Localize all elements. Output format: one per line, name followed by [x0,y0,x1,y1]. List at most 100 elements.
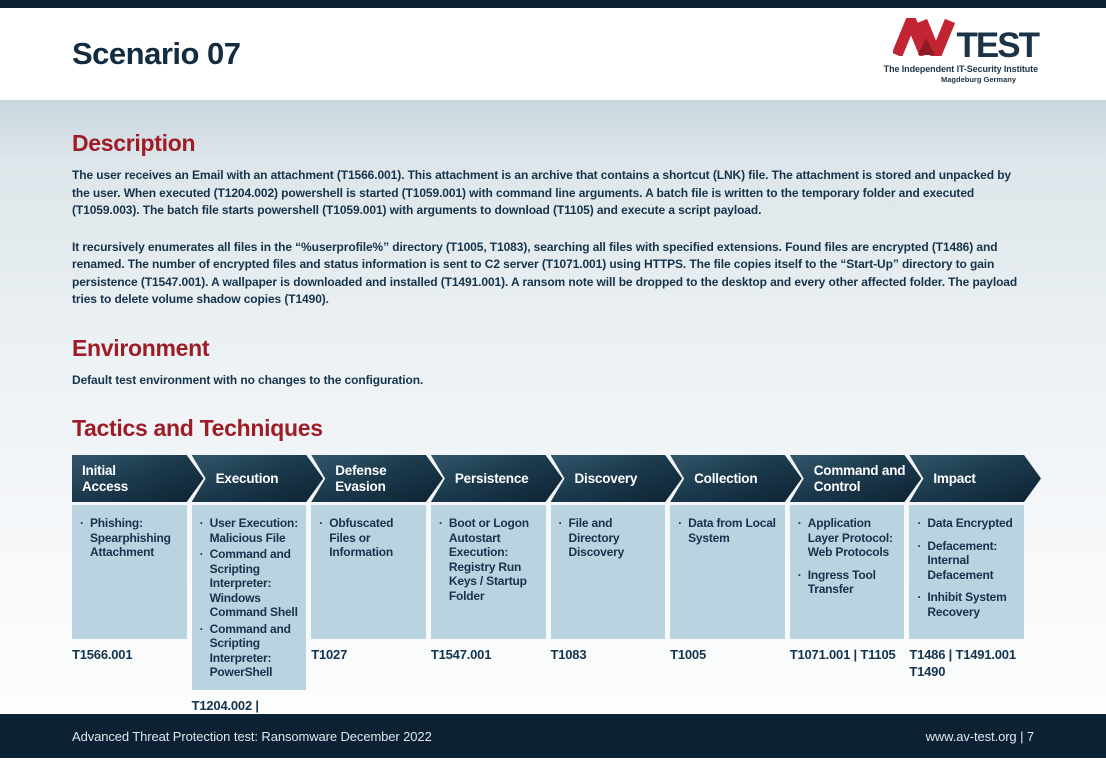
technique-item: · Application Layer Protocol: Web Protoc… [798,516,899,560]
logo-city: Magdeburg Germany [940,75,1016,84]
technique-id-line: T1547.001 [430,647,492,662]
logo-tagline: The Independent IT-Security Institute [883,64,1038,74]
matrix-column-execution: Execution · User Execution: Malicious Fi… [191,455,307,747]
technique-item: · File and Directory Discovery [559,516,660,560]
description-heading: Description [72,130,196,156]
attack-matrix: Initial Access · Phishing: Spearphishing… [72,455,1024,747]
technique-label: File and Directory Discovery [568,516,625,559]
matrix-column-initial-access: Initial Access · Phishing: Spearphishing… [72,455,187,747]
avtest-logo: TEST The Independent IT-Security Institu… [882,6,1040,84]
technique-item: · Obfuscated Files or Information [319,516,420,560]
matrix-column-impact: Impact · Data Encrypted · Defacement: In… [909,455,1024,747]
bullet-icon: · [319,516,324,530]
technique-label: Command and Scripting Interpreter: Windo… [209,547,298,619]
technique-label: Boot or Logon Autostart Execution: Regis… [448,516,529,603]
page-title: Scenario 07 [72,36,241,71]
technique-id-line: T1490 [909,663,946,679]
technique-item: · Command and Scripting Interpreter: Win… [200,547,301,620]
tactic-header-impact: Impact [909,455,1041,502]
technique-id-line: T1566.001 [72,647,133,662]
technique-label: Inhibit System Recovery [927,590,1007,619]
technique-ids: T1486 | T1491.001 T1490 [909,647,1024,680]
technique-label: Data from Local System [688,516,776,545]
technique-cell: · Phishing: Spearphishing Attachment [72,505,187,639]
technique-cell: · User Execution: Malicious File · Comma… [191,505,307,690]
technique-item: · Data from Local System [678,516,779,545]
tactic-label: Execution [215,470,279,486]
logo-row: TEST [882,6,1040,70]
bullet-icon: · [80,516,84,530]
bullet-icon: · [558,516,563,530]
technique-item: · User Execution: Malicious File [200,516,301,545]
content-band: Description The user receives an Email w… [0,100,1106,746]
environment-text: Default test environment with no changes… [72,372,424,387]
tactic-label: Impact [933,470,976,486]
technique-label: Ingress Tool Transfer [807,567,876,597]
tactic-header-defense-evasion: Defense Evasion [311,455,443,502]
technique-id-line: T1027 [311,647,348,662]
bullet-icon: · [199,516,204,530]
technique-id-line: T1005 [670,647,706,662]
logo-test-text: TEST [956,26,1040,66]
technique-label: Phishing: Spearphishing Attachment [90,516,171,559]
technique-item: · Inhibit System Recovery [917,590,1018,619]
technique-item: · Command and Scripting Interpreter: Pow… [200,622,301,680]
tactic-label: Access [82,478,129,494]
technique-ids: T1083 [551,647,666,664]
bullet-icon: · [797,516,802,530]
matrix-column-persistence: Persistence · Boot or Logon Autostart Ex… [430,455,546,747]
technique-cell: · Data Encrypted · Defacement: Internal … [909,505,1024,639]
tactic-label: Initial [82,462,116,478]
matrix-column-defense-evasion: Defense Evasion · Obfuscated Files or In… [311,455,426,747]
matrix-column-collection: Collection · Data from Local System T100… [670,455,785,747]
technique-cell: · Boot or Logon Autostart Execution: Reg… [430,505,546,639]
technique-cell: · Application Layer Protocol: Web Protoc… [789,505,905,639]
tactic-header-initial-access: Initial Access [72,455,204,502]
tactic-header-execution: Execution [192,455,324,502]
technique-ids: T1005 [670,647,785,664]
technique-label: User Execution: Malicious File [209,516,299,545]
technique-item: · Phishing: Spearphishing Attachment [80,516,181,560]
tactic-header-discovery: Discovery [551,455,683,502]
tactic-label: Persistence [454,470,529,486]
bullet-icon: · [917,590,922,604]
tactic-header-collection: Collection [670,455,802,502]
technique-label: Obfuscated Files or Information [329,516,394,559]
tactic-label: Evasion [335,478,386,494]
tactic-label: Command and [813,462,906,478]
technique-item: · Data Encrypted [917,516,1018,531]
footer-link[interactable]: www.av-test.org | 7 [925,728,1035,744]
technique-cell: · Obfuscated Files or Information [311,505,426,639]
tactic-header-persistence: Persistence [431,455,563,502]
technique-id-line: T1071.001 | T1105 [789,647,896,662]
footer-bar: Advanced Threat Protection test: Ransomw… [0,714,1106,758]
technique-ids: T1071.001 | T1105 [790,647,905,664]
technique-label: Defacement: Internal Defacement [927,538,998,582]
tactic-label: Collection [694,470,758,486]
description-paragraph-1: The user receives an Email with an attac… [72,168,1011,217]
matrix-column-discovery: Discovery · File and Directory Discovery… [550,455,666,747]
technique-ids: T1027 [311,647,426,664]
bullet-icon: · [797,567,802,582]
top-accent-bar [0,0,1106,8]
bullet-icon: · [438,516,443,530]
bullet-icon: · [199,621,204,636]
technique-ids: T1566.001 [72,647,187,664]
bullet-icon: · [917,538,922,553]
tactic-label: Defense [335,462,387,478]
technique-label: Command and Scripting Interpreter: Power… [209,621,291,680]
technique-ids: T1547.001 [431,647,546,664]
technique-item: · Ingress Tool Transfer [798,568,899,597]
description-paragraph-2: It recursively enumerates all files in t… [72,239,1018,307]
technique-cell: · Data from Local System [670,505,785,639]
matrix-columns: Initial Access · Phishing: Spearphishing… [72,455,1024,747]
tactic-label: Control [813,478,861,494]
technique-id-line: T1083 [550,647,587,662]
av-logo-icon [891,6,955,70]
tactic-header-command-and-control: Command and Control [790,455,922,502]
technique-item: · Boot or Logon Autostart Execution: Reg… [439,516,540,603]
bullet-icon: · [917,516,922,530]
bullet-icon: · [678,516,682,530]
technique-label: Data Encrypted [927,516,1013,530]
